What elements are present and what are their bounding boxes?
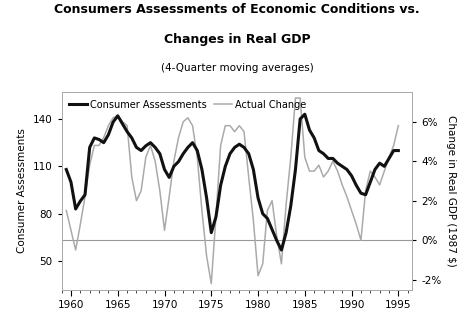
Actual Change [110, 116, 116, 120]
Legend: Consumer Assessments, Actual Change: Consumer Assessments, Actual Change [66, 97, 309, 113]
Actual Change [292, 96, 298, 100]
Text: Consumers Assessments of Economic Conditions vs.: Consumers Assessments of Economic Condit… [54, 3, 420, 16]
Consumer Assessments [395, 149, 401, 153]
Actual Change [64, 209, 69, 213]
Actual Change [255, 274, 261, 278]
Actual Change [377, 183, 383, 187]
Consumer Assessments [377, 161, 383, 165]
Consumer Assessments [110, 120, 116, 124]
Actual Change [279, 262, 284, 266]
Consumer Assessments [279, 248, 284, 252]
Actual Change [297, 96, 303, 100]
Y-axis label: Consumer Assessments: Consumer Assessments [17, 128, 27, 253]
Consumer Assessments [176, 160, 182, 164]
Actual Change [176, 136, 182, 139]
Consumer Assessments [274, 239, 280, 242]
Actual Change [209, 282, 214, 286]
Y-axis label: Change in Real GDP (1987 $): Change in Real GDP (1987 $) [446, 115, 456, 267]
Text: (4-Quarter moving averages): (4-Quarter moving averages) [161, 63, 313, 72]
Consumer Assessments [292, 167, 298, 171]
Text: Changes in Real GDP: Changes in Real GDP [164, 33, 310, 46]
Line: Consumer Assessments: Consumer Assessments [66, 114, 398, 250]
Consumer Assessments [251, 167, 256, 171]
Line: Actual Change: Actual Change [66, 98, 398, 284]
Consumer Assessments [64, 167, 69, 171]
Actual Change [395, 124, 401, 128]
Consumer Assessments [302, 112, 308, 116]
